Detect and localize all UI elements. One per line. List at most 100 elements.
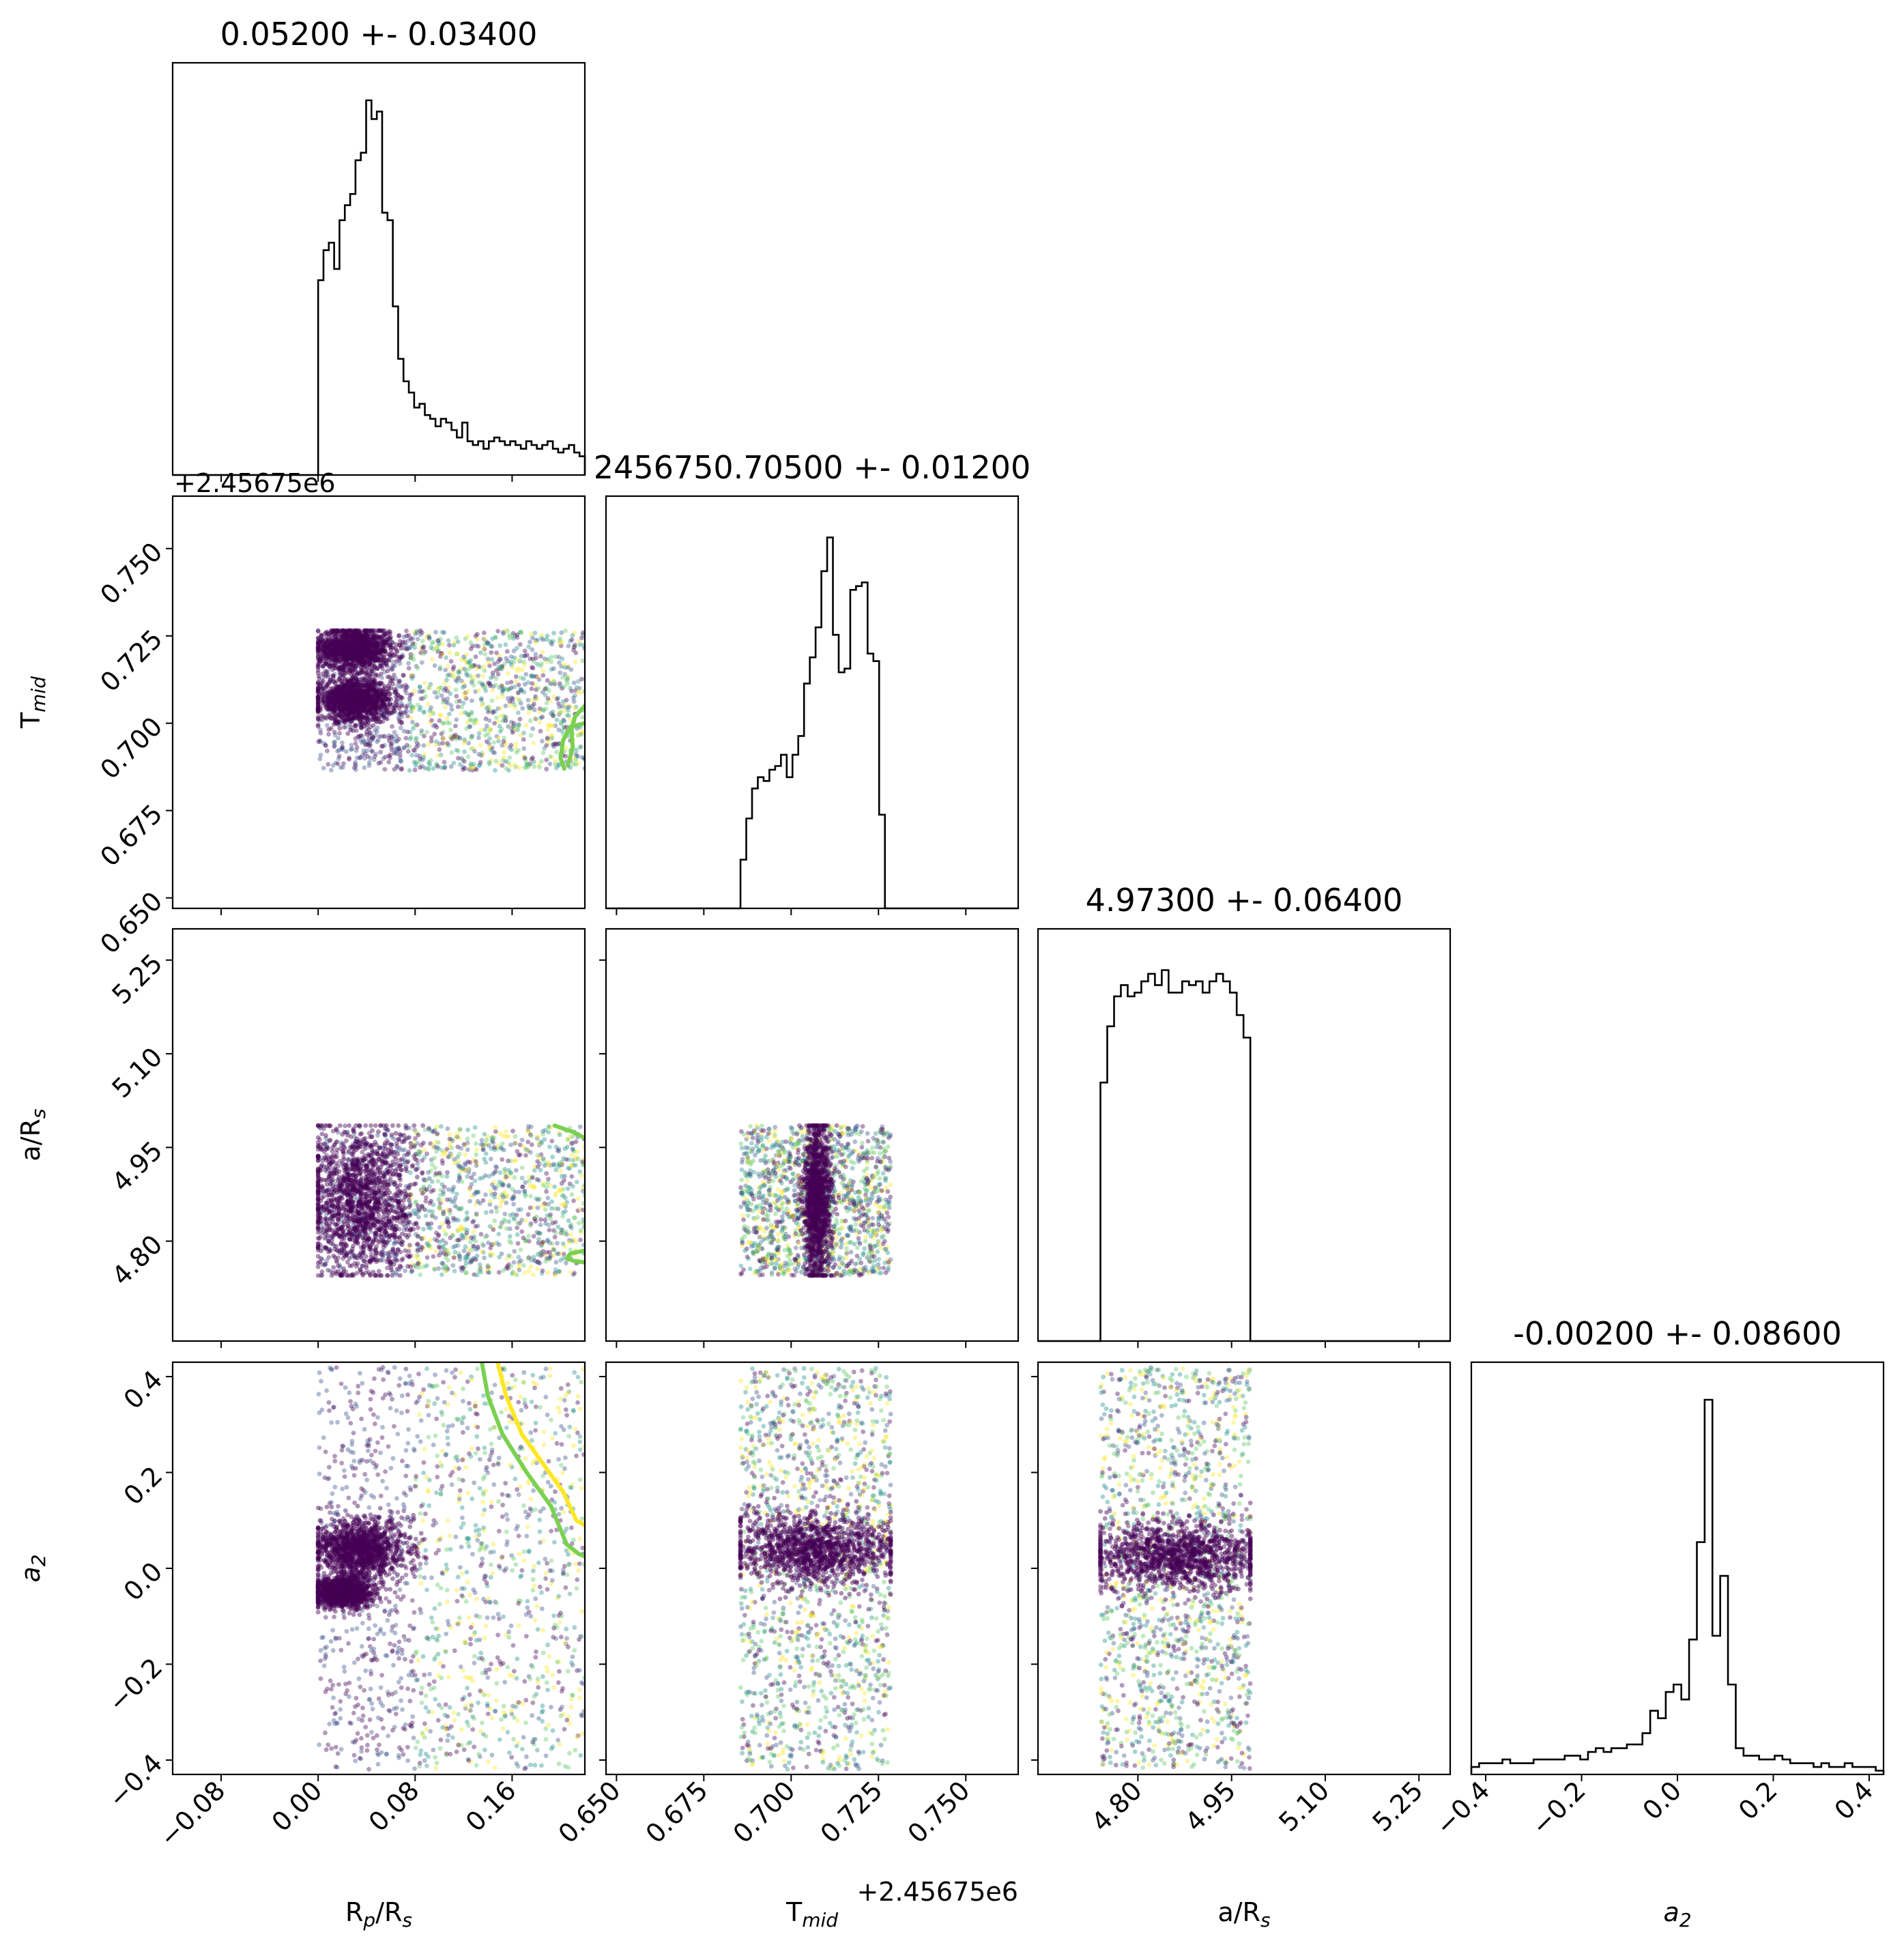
scatter-point [349, 655, 354, 661]
scatter-point [345, 633, 351, 639]
scatter-point [355, 650, 360, 656]
scatter-point [336, 666, 342, 672]
scatter-point [341, 642, 346, 648]
scatter-point [343, 724, 349, 730]
scatter-point [448, 764, 454, 769]
scatter-point [352, 762, 358, 767]
scatter-point [528, 639, 532, 645]
scatter-point [447, 711, 452, 717]
scatter-point [437, 664, 443, 670]
scatter-point [387, 643, 392, 648]
scatter-point [347, 670, 351, 675]
scatter-point [545, 741, 551, 747]
scatter-point [521, 676, 526, 681]
scatter-point [415, 637, 420, 642]
scatter-point [477, 680, 482, 685]
scatter-point [415, 665, 420, 671]
scatter-point [345, 656, 349, 661]
scatter-point [399, 766, 404, 772]
scatter-point [506, 633, 512, 638]
scatter-point [347, 716, 353, 721]
scatter-point [502, 1211, 508, 1217]
scatter-point [501, 755, 506, 760]
scatter-point [347, 628, 352, 633]
scatter-point [543, 706, 549, 711]
scatter-point [369, 737, 374, 743]
scatter-point [406, 633, 412, 638]
scatter-point [367, 743, 373, 749]
scatter-point [414, 663, 419, 669]
scatter-point [530, 697, 535, 703]
scatter-point [519, 654, 524, 659]
scatter-point [500, 688, 505, 693]
hist-line-a2 [1470, 1398, 1885, 1774]
scatter-point [565, 681, 570, 687]
scatter-point [484, 639, 489, 644]
scatter-point [375, 737, 381, 743]
scatter-point [326, 680, 332, 685]
scatter-point [448, 659, 454, 664]
scatter-point [396, 633, 401, 639]
scatter-point [322, 649, 328, 654]
scatter-point [359, 740, 364, 745]
scatter-point [361, 635, 366, 640]
scatter-point [399, 654, 405, 660]
scatter-point [358, 638, 364, 643]
scatter-point [356, 677, 360, 682]
scatter-point [506, 671, 510, 676]
scatter-point [507, 635, 513, 640]
scatter-point [489, 650, 494, 655]
scatter-point [392, 663, 397, 669]
scatter-point [554, 742, 560, 747]
scatter-point [474, 637, 480, 642]
hist-frame-tmid [605, 495, 1020, 910]
scatter-point [381, 743, 387, 748]
scatter-point [377, 645, 383, 650]
scatter-point [548, 680, 553, 686]
scatter-point [431, 1254, 436, 1259]
scatter-point [530, 681, 535, 686]
scatter-point [385, 634, 390, 639]
scatter-point [463, 671, 469, 676]
scatter-point [549, 736, 555, 740]
scatter-point [574, 685, 579, 690]
scatter-point [544, 757, 549, 762]
scatter-point [515, 690, 521, 695]
scatter-point [490, 710, 495, 715]
scatter-point [315, 723, 321, 729]
scatter-point [497, 706, 503, 710]
scatter-point [386, 760, 392, 765]
scatter-point [550, 709, 556, 715]
scatter-point [510, 724, 516, 729]
scatter-point [463, 636, 468, 642]
scatter-point [351, 765, 357, 771]
scatter-point [334, 713, 340, 717]
scatter-point [354, 672, 359, 677]
scatter-point [412, 645, 418, 650]
scatter-point [509, 747, 515, 753]
scatter-point [484, 739, 489, 744]
scatter-point [402, 639, 407, 645]
scatter-point [379, 689, 385, 694]
scatter-point [328, 702, 333, 706]
scatter-point [360, 647, 365, 652]
scatter-point [492, 661, 497, 666]
scatter-point [329, 658, 334, 663]
scatter-point [482, 646, 487, 652]
scatter-points-rp-ars [315, 1123, 585, 1278]
scatter-point [356, 716, 361, 721]
scatter-point [396, 736, 401, 742]
scatter-point [316, 739, 321, 745]
scatter-point [364, 717, 370, 722]
scatter-point [393, 688, 399, 693]
scatter-point [539, 633, 545, 638]
scatter-point [366, 763, 372, 768]
scatter-point [566, 644, 571, 648]
scatter-point [453, 736, 459, 742]
scatter-point [443, 686, 448, 691]
scatter-point [343, 638, 348, 644]
scatter-point [453, 687, 459, 693]
scatter-point [523, 756, 528, 762]
scatter-point [396, 715, 401, 721]
scatter-point [345, 643, 351, 648]
